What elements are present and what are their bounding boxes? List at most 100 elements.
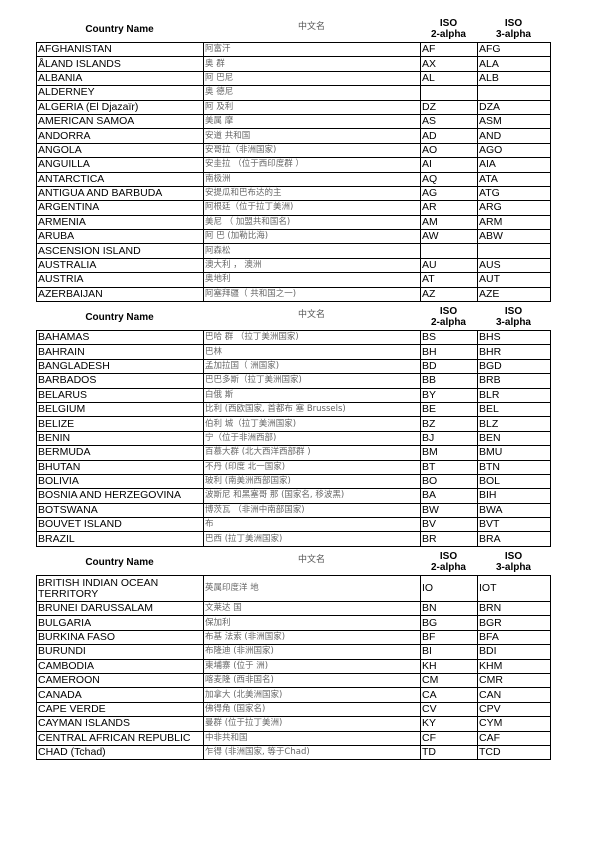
table-row: AZERBAIJAN 阿塞拜疆（ 共和国之一) AZ AZE	[36, 286, 551, 303]
table-row: BELGIUM 比利 (西欧国家, 首都布 塞 Brussels) BE BEL	[36, 401, 551, 418]
chinese-name: 布	[203, 517, 421, 533]
table-row: ARGENTINA 阿根廷（位于拉丁美洲) AR ARG	[36, 200, 551, 216]
iso2-code: AG	[420, 185, 478, 202]
country-name: BAHAMAS	[36, 329, 204, 346]
header-name: Country Name	[85, 23, 154, 35]
table-row: CAMBODIA 柬埔寨 (位于 洲) KH KHM	[36, 658, 551, 674]
country-name: BURUNDI	[36, 644, 204, 660]
header-chinese: 中文名	[297, 21, 325, 32]
table-row: ASCENSION ISLAND 阿森松	[36, 243, 551, 259]
country-name: BRUNEI DARUSSALAM	[36, 600, 204, 617]
chinese-name: 美尼 （ 加盟共和国名)	[203, 214, 421, 231]
header-chinese: 中文名	[297, 554, 325, 565]
iso3-code: BTN	[477, 459, 551, 475]
country-table: BRITISH INDIAN OCEAN TERRITORY 英属印度洋 地 IO I…	[36, 575, 551, 761]
table-row: BERMUDA 百慕大群 (北大西洋西部群 ) BM BMU	[36, 445, 551, 461]
chinese-name: 喀麦隆 (西非国名)	[203, 672, 421, 689]
iso2-code: AD	[420, 128, 478, 144]
country-name: BRAZIL	[36, 531, 204, 547]
iso3-code: KHM	[477, 658, 551, 674]
iso3-code: IOT	[477, 575, 551, 602]
iso3-code: BVT	[477, 517, 551, 533]
iso3-code: CPV	[477, 701, 551, 718]
country-name: BANGLADESH	[36, 358, 204, 375]
iso2-code: BV	[420, 517, 478, 533]
chinese-name: 阿根廷（位于拉丁美洲)	[203, 200, 421, 216]
chinese-name: 不丹 (印度 北一国家)	[203, 459, 421, 475]
iso2-code: AW	[420, 229, 478, 245]
country-table: BAHAMAS 巴哈 群 （拉丁美洲国家) BS BHS BAHRAIN 巴林 BH BHR B…	[36, 329, 551, 547]
table-row: AMERICAN SAMOA 美属 摩 AS ASM	[36, 113, 551, 130]
country-name: CHAD (Tchad)	[36, 744, 204, 761]
iso3-code: BLZ	[477, 416, 551, 432]
iso3-code: AZE	[477, 286, 551, 303]
country-name: ANTARCTICA	[36, 171, 204, 187]
table-row: CAMEROON 喀麦隆 (西非国名) CM CMR	[36, 672, 551, 689]
table-row: ARUBA 阿 巴 (加勒比海) AW ABW	[36, 229, 551, 245]
chinese-name: 玻利 (南美洲西部国家)	[203, 473, 421, 490]
chinese-name: 中非共和国	[203, 730, 421, 746]
country-name: BAHRAIN	[36, 344, 204, 360]
chinese-name: 阿塞拜疆（ 共和国之一)	[203, 286, 421, 303]
iso2-code: BJ	[420, 430, 478, 447]
country-name: ALBANIA	[36, 70, 204, 87]
chinese-name: 佛得角 (国家名)	[203, 701, 421, 718]
country-name: ANDORRA	[36, 128, 204, 144]
table-row: BOTSWANA 博茨瓦 （非洲中南部国家) BW BWA	[36, 502, 551, 519]
header-chinese: 中文名	[297, 309, 325, 320]
iso2-code: TD	[420, 744, 478, 761]
table-row: BHUTAN 不丹 (印度 北一国家) BT BTN	[36, 459, 551, 475]
iso3-code: AFG	[477, 41, 551, 58]
iso2-code: DZ	[420, 99, 478, 115]
chinese-name: 阿 巴 (加勒比海)	[203, 229, 421, 245]
country-name: BARBADOS	[36, 373, 204, 389]
table-row: ARMENIA 美尼 （ 加盟共和国名) AM ARM	[36, 214, 551, 231]
iso2-code: AO	[420, 142, 478, 159]
chinese-name: 曼群 (位于拉丁美洲)	[203, 716, 421, 732]
table-row: BAHAMAS 巴哈 群 （拉丁美洲国家) BS BHS	[36, 329, 551, 346]
iso3-code: CAF	[477, 730, 551, 746]
iso3-code: BRN	[477, 600, 551, 617]
table-row: ANGOLA 安哥拉（非洲国家) AO AGO	[36, 142, 551, 159]
iso2-code: BT	[420, 459, 478, 475]
chinese-name: 乍得 (非洲国家, 等于Chad)	[203, 744, 421, 761]
iso2-code: BD	[420, 358, 478, 375]
table-row: ÅLAND ISLANDS 奥 群 AX ALA	[36, 56, 551, 72]
table-row: BULGARIA 保加利 BG BGR	[36, 615, 551, 631]
iso2-code: AM	[420, 214, 478, 231]
iso2-code: BO	[420, 473, 478, 490]
table-header: Country Name 中文名 ISO 2-alpha ISO 3-alpha	[36, 549, 550, 575]
chinese-name: 阿 巴尼	[203, 70, 421, 87]
iso3-code: BDI	[477, 644, 551, 660]
iso3-code: BHS	[477, 329, 551, 346]
iso2-code: AT	[420, 272, 478, 288]
table-row: BOUVET ISLAND 布 BV BVT	[36, 517, 551, 533]
iso2-code: BH	[420, 344, 478, 360]
iso2-code: BF	[420, 629, 478, 646]
table-row: CANADA 加拿大 (北美洲国家) CA CAN	[36, 687, 551, 703]
iso2-code: BM	[420, 445, 478, 461]
iso2-code: BZ	[420, 416, 478, 432]
iso2-code: AR	[420, 200, 478, 216]
iso2-code: KY	[420, 716, 478, 732]
chinese-name: 加拿大 (北美洲国家)	[203, 687, 421, 703]
iso3-code: CYM	[477, 716, 551, 732]
iso3-code: BMU	[477, 445, 551, 461]
table-row: BOLIVIA 玻利 (南美洲西部国家) BO BOL	[36, 473, 551, 490]
iso3-code: TCD	[477, 744, 551, 761]
header-iso2: ISO 2-alpha	[430, 551, 466, 573]
country-name: ANGOLA	[36, 142, 204, 159]
chinese-name: 波斯尼 和黑塞哥 那 (国家名, 移波黑)	[203, 488, 421, 504]
iso3-code: AIA	[477, 157, 551, 173]
chinese-name: 柬埔寨 (位于 洲)	[203, 658, 421, 674]
table-row: ALGERIA (El Djazaïr) 阿 及利 DZ DZA	[36, 99, 551, 115]
iso2-code: CF	[420, 730, 478, 746]
country-name: ARMENIA	[36, 214, 204, 231]
country-name: CAMEROON	[36, 672, 204, 689]
country-name: BELIZE	[36, 416, 204, 432]
table-row: BENIN 宁（位于非洲西部) BJ BEN	[36, 430, 551, 447]
country-name: BHUTAN	[36, 459, 204, 475]
table-row: AUSTRIA 奥地利 AT AUT	[36, 272, 551, 288]
chinese-name: 阿 及利	[203, 99, 421, 115]
chinese-name: 巴西 (拉丁美洲国家)	[203, 531, 421, 547]
